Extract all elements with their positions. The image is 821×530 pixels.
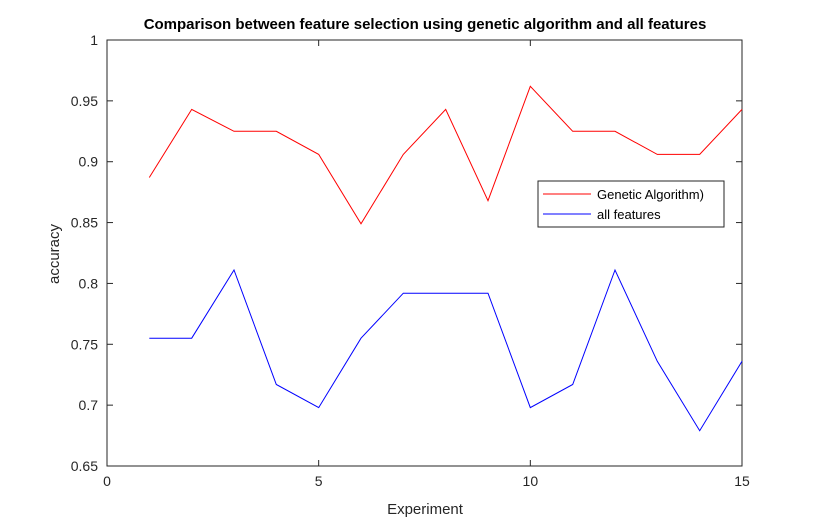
y-tick-label: 0.75 (71, 336, 98, 352)
y-tick-label: 0.8 (79, 275, 99, 291)
data-point (318, 407, 319, 408)
data-point (742, 109, 743, 110)
data-point (276, 131, 277, 132)
data-point (530, 86, 531, 87)
data-point (234, 131, 235, 132)
data-point (615, 131, 616, 132)
y-tick-label: 0.9 (79, 154, 99, 170)
data-point (191, 109, 192, 110)
data-point (234, 270, 235, 271)
legend-label: all features (597, 207, 661, 222)
series-line-1 (149, 268, 743, 432)
plot-frame (106, 39, 743, 467)
data-point (318, 154, 319, 155)
legend-box (537, 180, 725, 228)
chart-title: Comparison between feature selection usi… (144, 16, 707, 33)
data-point (572, 131, 573, 132)
data-point (149, 338, 150, 339)
data-point (530, 407, 531, 408)
data-point (403, 154, 404, 155)
data-point (488, 293, 489, 294)
x-tick-label: 10 (523, 473, 539, 489)
y-axis-label: accuracy (46, 223, 63, 284)
data-point (657, 361, 658, 362)
y-tick-label: 1 (90, 32, 98, 48)
data-point (276, 384, 277, 385)
data-point (657, 154, 658, 155)
x-axis-label: Experiment (387, 501, 464, 518)
data-point (191, 338, 192, 339)
data-point (699, 430, 700, 431)
data-point (445, 109, 446, 110)
data-point (572, 384, 573, 385)
data-point (742, 361, 743, 362)
data-point (699, 154, 700, 155)
x-tick-label: 5 (315, 473, 323, 489)
data-point (361, 338, 362, 339)
legend-label: Genetic Algorithm) (597, 187, 704, 202)
data-point (361, 223, 362, 224)
data-point (149, 177, 150, 178)
series-line-0 (148, 85, 743, 225)
y-tick-label: 0.85 (71, 215, 98, 231)
y-tick-label: 0.95 (71, 93, 98, 109)
y-tick-label: 0.7 (79, 397, 99, 413)
plot-area: 0 5 10 15 0.65 0.7 0.75 0.8 0.85 0.9 0.95 1 Genetic … (71, 32, 750, 489)
y-tick-label: 0.65 (71, 458, 98, 474)
data-point (403, 293, 404, 294)
data-point (445, 293, 446, 294)
data-point (488, 200, 489, 201)
x-tick-label: 15 (734, 473, 750, 489)
x-tick-label: 0 (103, 473, 111, 489)
data-point (615, 270, 616, 271)
